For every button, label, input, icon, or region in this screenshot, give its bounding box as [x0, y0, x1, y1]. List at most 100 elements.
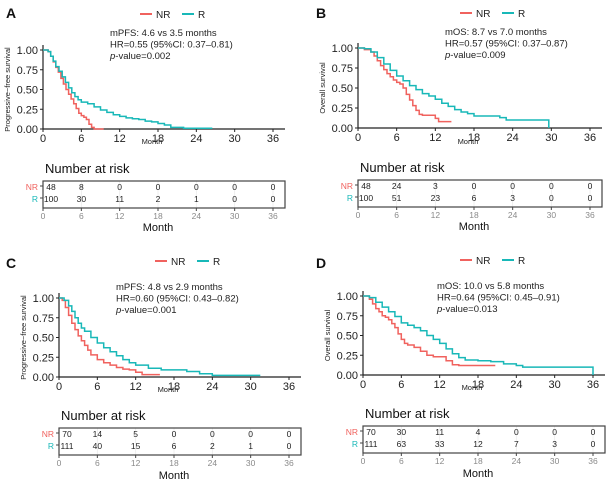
median-survival-text: mOS: 10.0 vs 5.8 months — [437, 281, 544, 292]
risk-count: 33 — [435, 439, 445, 449]
risk-count: 1 — [248, 441, 253, 451]
risk-count: 15 — [131, 441, 141, 451]
risk-row-label-nr: NR — [341, 181, 353, 191]
x-tick-label: 30 — [549, 379, 561, 391]
risk-count: 2 — [156, 194, 161, 204]
risk-count: 111 — [61, 441, 74, 451]
risk-count: 8 — [79, 182, 84, 192]
risk-count: 0 — [549, 193, 554, 203]
risk-count: 0 — [514, 427, 519, 437]
x-tick-label: 36 — [283, 381, 295, 393]
y-tick-label: 0.75 — [17, 65, 38, 77]
risk-count: 63 — [397, 439, 407, 449]
km-curve-r — [358, 47, 550, 128]
legend-label-r: R — [518, 256, 525, 267]
y-tick-label: 0.75 — [33, 313, 54, 325]
panel-label: C — [6, 255, 16, 271]
risk-count: 11 — [115, 194, 124, 204]
risk-count: 111 — [365, 439, 378, 449]
risk-table-frame — [357, 179, 603, 208]
risk-count: 0 — [552, 427, 557, 437]
risk-count: 6 — [172, 441, 177, 451]
y-tick-label: 0.25 — [33, 352, 54, 364]
x-tick-label: 12 — [434, 379, 446, 391]
risk-count: 6 — [472, 193, 477, 203]
hazard-ratio-text: HR=0.60 (95%CI: 0.43–0.82) — [116, 294, 239, 305]
risk-x-tick-label: 30 — [246, 458, 256, 468]
risk-x-tick-label: 12 — [431, 210, 441, 220]
risk-count: 40 — [93, 441, 103, 451]
risk-count: 48 — [361, 181, 371, 191]
hazard-ratio-text: HR=0.57 (95%CI: 0.37–0.87) — [445, 39, 568, 50]
median-survival-text: mPFS: 4.8 vs 2.9 months — [116, 282, 223, 293]
risk-x-tick-label: 18 — [153, 211, 163, 221]
x-tick-label: 30 — [545, 132, 557, 144]
risk-x-tick-label: 36 — [585, 210, 595, 220]
y-tick-label: 0.25 — [337, 350, 358, 362]
legend: NR R — [460, 9, 525, 20]
risk-count: 30 — [77, 194, 87, 204]
risk-x-tick-label: 36 — [588, 456, 598, 466]
y-tick-label: 0.50 — [332, 83, 353, 95]
x-tick-label: 12 — [130, 381, 142, 393]
km-curve-r — [363, 295, 594, 375]
x-tick-label: 0 — [360, 379, 366, 391]
km-curve-nr — [358, 47, 452, 123]
risk-count: 11 — [435, 427, 444, 437]
p-value-text: p-value=0.009 — [444, 50, 506, 61]
risk-x-tick-label: 12 — [115, 211, 125, 221]
risk-count: 0 — [549, 181, 554, 191]
km-curve-nr — [59, 297, 160, 376]
x-axis-label: Month — [142, 137, 163, 146]
risk-x-tick-label: 6 — [79, 211, 84, 221]
x-tick-label: 24 — [510, 379, 522, 391]
risk-count: 0 — [287, 429, 292, 439]
risk-x-tick-label: 24 — [508, 210, 518, 220]
risk-count: 0 — [271, 194, 276, 204]
risk-count: 0 — [194, 182, 199, 192]
x-tick-label: 12 — [114, 133, 126, 145]
x-tick-label: 36 — [587, 379, 599, 391]
risk-count: 30 — [397, 427, 407, 437]
x-tick-label: 24 — [190, 133, 202, 145]
x-tick-label: 36 — [267, 133, 279, 145]
risk-count: 0 — [232, 182, 237, 192]
risk-count: 23 — [431, 193, 441, 203]
risk-count: 24 — [392, 181, 402, 191]
x-tick-label: 0 — [56, 381, 62, 393]
legend: NR R — [140, 10, 205, 21]
risk-count: 0 — [248, 429, 253, 439]
risk-table-title: Number at risk — [365, 406, 450, 421]
x-tick-label: 30 — [229, 133, 241, 145]
x-tick-label: 18 — [152, 133, 164, 145]
risk-x-tick-label: 12 — [435, 456, 445, 466]
risk-count: 51 — [392, 193, 402, 203]
risk-table-frame — [42, 180, 286, 209]
risk-table-title: Number at risk — [45, 161, 130, 176]
risk-table-frame — [58, 427, 302, 456]
risk-table-frame — [362, 425, 606, 454]
legend-label-r: R — [198, 10, 205, 21]
risk-count: 100 — [359, 193, 373, 203]
x-tick-label: 18 — [468, 132, 480, 144]
y-tick-label: 0.00 — [337, 370, 358, 382]
risk-count: 0 — [156, 182, 161, 192]
risk-x-axis-label: Month — [159, 470, 190, 482]
risk-x-tick-label: 0 — [57, 458, 62, 468]
risk-count: 3 — [552, 439, 557, 449]
risk-x-tick-label: 0 — [41, 211, 46, 221]
y-tick-label: 0.75 — [337, 311, 358, 323]
km-curve-r — [43, 49, 213, 129]
y-axis-label: Overall survival — [318, 62, 327, 114]
y-tick-label: 0.50 — [17, 85, 38, 97]
risk-count: 0 — [117, 182, 122, 192]
risk-x-tick-label: 24 — [208, 458, 218, 468]
risk-row-label-r: R — [32, 194, 38, 204]
risk-count: 3 — [433, 181, 438, 191]
x-axis-label: Month — [458, 137, 479, 146]
